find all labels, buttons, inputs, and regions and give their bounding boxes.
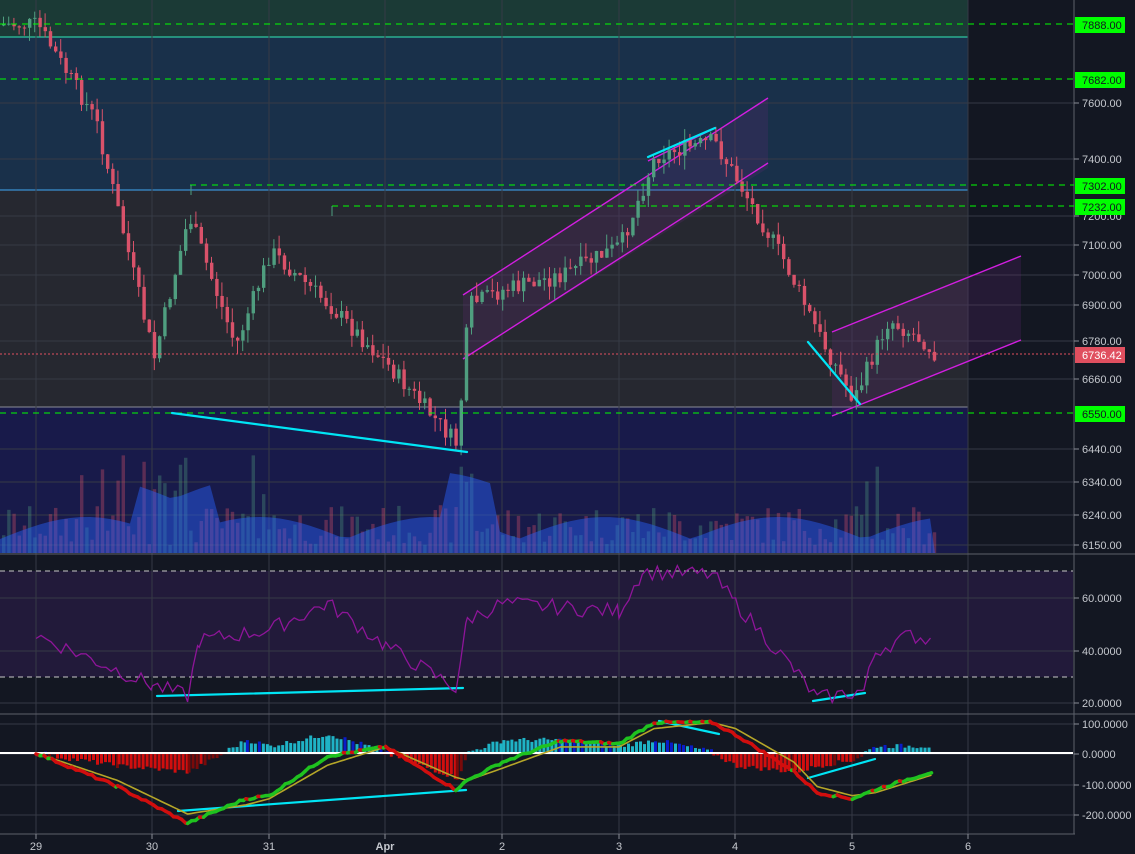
rsi-axis[interactable]: 60.0000 40.0000 20.0000 [1074, 593, 1122, 710]
price-level-tag-label: 7682.00 [1082, 75, 1122, 87]
pane-separators [0, 0, 1135, 835]
macd-axis[interactable]: 100.0000 0.0000 -100.0000 -200.0000 [1074, 719, 1132, 822]
price-level-tag-label: 7232.00 [1082, 202, 1122, 214]
indicator-tick-label: 20.0000 [1082, 698, 1122, 710]
price-tick-label: 6900.00 [1082, 300, 1122, 312]
price-level-tag [1075, 347, 1125, 363]
price-tick-label: 6780.00 [1082, 336, 1122, 348]
time-tick-label: 3 [616, 841, 622, 853]
price-tick-label: 6150.00 [1082, 540, 1122, 552]
volume-histogram [0, 455, 937, 553]
price-level-tag [1075, 199, 1125, 215]
indicator-tick-label: 40.0000 [1082, 646, 1122, 658]
channels [462, 97, 1022, 417]
price-level-tag [1075, 178, 1125, 194]
time-tick-label: 2 [499, 841, 505, 853]
indicator-tick-label: 60.0000 [1082, 593, 1122, 605]
rsi-band [0, 571, 1073, 677]
price-level-tag [1075, 72, 1125, 88]
indicator-tick-label: -200.0000 [1082, 810, 1132, 822]
price-tick-label: 6440.00 [1082, 444, 1122, 456]
time-tick-label: Apr [376, 841, 396, 853]
price-tick-label: 7400.00 [1082, 154, 1122, 166]
price-tick-label: 6660.00 [1082, 374, 1122, 386]
rsi-pane [0, 563, 1073, 705]
time-tick-label: 6 [965, 841, 971, 853]
indicator-tick-label: 0.0000 [1082, 749, 1116, 761]
price-tick-label: 6340.00 [1082, 477, 1122, 489]
price-level-tag-label: 7302.00 [1082, 181, 1122, 193]
price-level-tag-label: 7888.00 [1082, 20, 1122, 32]
time-tick-label: 29 [30, 841, 42, 853]
time-tick-label: 31 [263, 841, 275, 853]
price-level-tag-label: 6736.42 [1082, 350, 1122, 362]
candlesticks [2, 10, 937, 456]
price-tick-label: 7600.00 [1082, 98, 1122, 110]
price-tick-label: 6240.00 [1082, 510, 1122, 522]
price-level-tag [1075, 17, 1125, 33]
price-tick-label: 7000.00 [1082, 270, 1122, 282]
time-tick-label: 4 [732, 841, 738, 853]
price-axis[interactable]: 7600.007400.007200.007100.007000.006900.… [1074, 17, 1125, 552]
price-zones [0, 0, 968, 553]
time-axis[interactable]: 29 30 31 Apr 2 3 4 5 6 [30, 834, 971, 853]
indicator-tick-label: -100.0000 [1082, 780, 1132, 792]
level-anchors [190, 185, 333, 216]
macd-pane [0, 719, 1073, 826]
price-level-tag-label: 6550.00 [1082, 409, 1122, 421]
time-tick-label: 5 [849, 841, 855, 853]
time-tick-label: 30 [146, 841, 158, 853]
indicator-tick-label: 100.0000 [1082, 719, 1128, 731]
price-level-tag [1075, 406, 1125, 422]
price-tick-label: 7100.00 [1082, 240, 1122, 252]
